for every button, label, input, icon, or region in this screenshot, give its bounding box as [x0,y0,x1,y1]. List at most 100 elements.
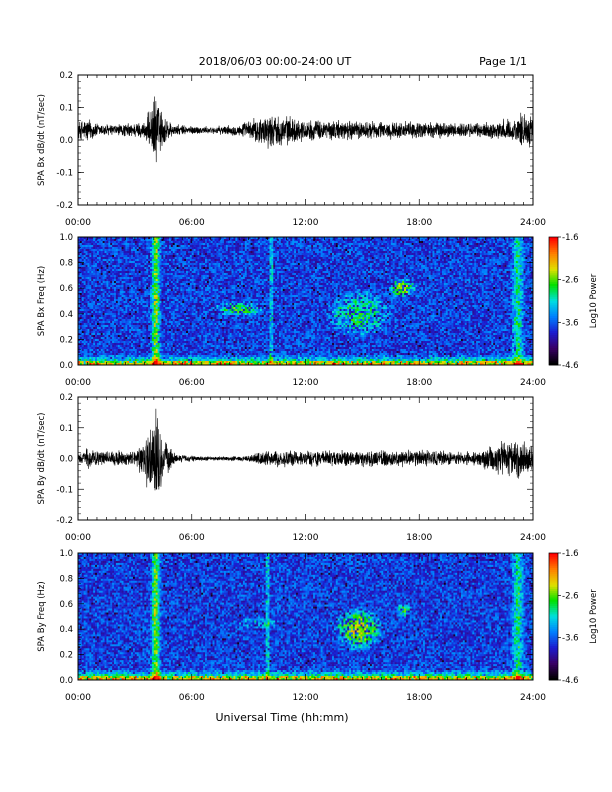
spectrogram-cell [99,277,101,279]
spectrogram-cell [91,267,93,269]
spectrogram-cell [80,279,82,281]
spectrogram-cell [101,293,103,295]
spectrogram-cell [82,303,84,305]
spectrogram-cell [105,259,107,261]
spectrogram-cell [116,333,118,335]
spectrogram-cell [106,297,108,299]
spectrogram-cell [118,331,120,333]
spectrogram-cell [86,317,88,319]
spectrogram-cell [87,303,89,305]
spectrogram-cell [80,263,82,265]
spectrogram-cell [118,343,120,345]
spectrogram-cell [97,331,99,333]
spectrogram-cell [112,343,114,345]
spectrogram-cell [86,341,88,343]
spectrogram-cell [82,269,84,271]
spectrogram-cell [95,349,97,351]
spectrogram-cell [93,307,95,309]
spectrogram-cell [95,287,97,289]
spectrogram-cell [84,291,86,293]
spectrogram-cell [84,265,86,267]
spectrogram-cell [112,321,114,323]
spectrogram-cell [103,239,105,241]
spectrogram-cell [97,285,99,287]
spectrogram-cell [112,337,114,339]
spectrogram-cell [106,255,108,257]
spectrogram-cell [82,245,84,247]
spectrogram-cell [97,275,99,277]
spectrogram-cell [93,263,95,265]
spectrogram-cell [95,303,97,305]
spectrogram-cell [89,305,91,307]
spectrogram-cell [99,243,101,245]
spectrogram-cell [103,245,105,247]
spectrogram-cell [87,267,89,269]
spectrogram-cell [91,345,93,347]
spectrogram-cell [89,351,91,353]
spectrogram-cell [89,261,91,263]
spectrogram-cell [87,327,89,329]
spectrogram-cell [86,345,88,347]
spectrogram-cell [106,305,108,307]
spectrogram-cell [105,285,107,287]
spectrogram-cell [101,333,103,335]
spectrogram-cell [84,339,86,341]
spectrogram-cell [82,255,84,257]
spectrogram-cell [87,293,89,295]
spectrogram-cell [93,277,95,279]
spectrogram-cell [105,273,107,275]
spectrogram-cell [95,347,97,349]
spectrogram-cell [89,355,91,357]
spectrogram-cell [93,353,95,355]
spectrogram-cell [80,261,82,263]
spectrogram-cell [89,291,91,293]
spectrogram-cell [82,265,84,267]
spectrogram-cell [87,333,89,335]
panels: 00:00 06:00 12:00 18:00 24:000.20.10.0-0.1-0… [37,71,599,703]
spectrogram-cell [97,325,99,327]
spectrogram-cell [110,239,112,241]
spectrogram-cell [116,343,118,345]
spectrogram-cell [87,251,89,253]
spectrogram-cell [118,283,120,285]
spectrogram-cell [101,303,103,305]
spectrogram-cell [105,291,107,293]
spectrogram-cell [118,247,120,249]
spectrogram-cell [84,267,86,269]
spectrogram-cell [89,333,91,335]
spectrogram-cell [105,359,107,361]
spectrogram-cell [84,309,86,311]
spectrogram-cell [99,341,101,343]
spectrogram-cell [93,259,95,261]
spectrogram-cell [99,321,101,323]
spectrogram-cell [103,331,105,333]
spectrogram-cell [106,259,108,261]
spectrogram-cell [112,255,114,257]
spectrogram-cell [99,311,101,313]
spectrogram-cell [116,349,118,351]
spectrogram-cell [89,243,91,245]
spectrogram-cell [110,263,112,265]
spectrogram-cell [80,341,82,343]
spectrogram-cell [86,275,88,277]
spectrogram-cell [84,271,86,273]
spectrogram-cell [112,315,114,317]
spectrogram-cell [103,359,105,361]
spectrogram-cell [105,301,107,303]
spectrogram-cell [106,337,108,339]
spectrogram-cell [91,319,93,321]
spectrogram-cell [101,265,103,267]
spectrogram-cell [84,321,86,323]
spectrogram-cell [84,275,86,277]
spectrogram-cell [80,299,82,301]
spectrogram-cell [91,355,93,357]
spectrogram-cell [112,353,114,355]
spectrogram-cell [86,337,88,339]
spectrogram-cell [103,323,105,325]
spectrogram-cell [106,249,108,251]
spectrogram-cell [112,347,114,349]
spectrogram-cell [97,311,99,313]
spectrogram-cell [106,247,108,249]
spectrogram-cell [103,265,105,267]
spectrogram-cell [89,255,91,257]
